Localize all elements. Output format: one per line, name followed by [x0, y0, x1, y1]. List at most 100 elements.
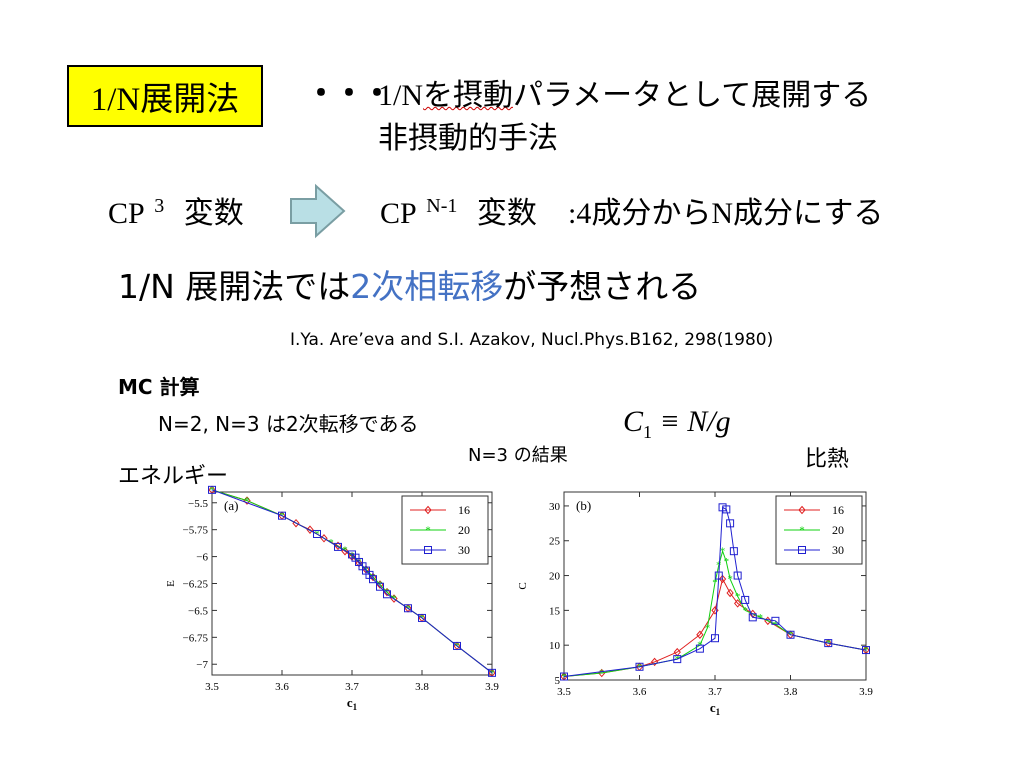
- y-tick-label: −5.5: [188, 498, 208, 510]
- data-point: [369, 575, 377, 584]
- statement: 1/N 展開法では2次相転移が予想される: [118, 260, 701, 308]
- legend-marker: *: [425, 525, 431, 537]
- data-point: *: [735, 591, 741, 603]
- component-note: :4成分からN成分にする: [568, 188, 883, 232]
- data-point: *: [384, 587, 390, 599]
- y-tick-label: −6.75: [183, 632, 209, 644]
- y-axis-label: C: [517, 582, 529, 589]
- data-point: [278, 511, 286, 520]
- data-point: [722, 505, 731, 514]
- x-tick-label: 3.8: [784, 686, 798, 698]
- y-tick-label: 15: [549, 605, 561, 617]
- x-tick-label: 3.5: [205, 681, 219, 693]
- arrow-right-icon: [290, 183, 346, 239]
- data-point: *: [863, 645, 869, 657]
- description-line-1: 1/Nを摂動パラメータとして展開する: [378, 70, 871, 114]
- data-point: [726, 588, 734, 598]
- to-variable: CP N-1 変数: [380, 188, 537, 232]
- y-tick-label: −6.25: [183, 579, 209, 591]
- statement-prefix: 1/N 展開法では: [118, 267, 351, 306]
- series-30: [208, 485, 496, 677]
- data-point: [404, 604, 412, 613]
- y-tick-label: −6.5: [188, 605, 208, 617]
- data-point: [696, 630, 704, 640]
- x-tick-label: 3.8: [415, 681, 429, 693]
- formula-lhs: C: [623, 405, 644, 438]
- data-point: *: [244, 495, 250, 507]
- data-point: *: [561, 671, 567, 683]
- data-point: [771, 616, 780, 625]
- from-variable: CP 3 変数: [108, 188, 244, 232]
- data-point: [714, 571, 723, 580]
- component-note-c: N: [711, 197, 734, 230]
- mc-note: N=2, N=3 は2次転移である: [158, 412, 419, 436]
- method-badge-label: 1/N展開法: [90, 82, 240, 118]
- data-point: [726, 519, 735, 528]
- x-tick-label: 3.9: [859, 686, 873, 698]
- panel-label: (b): [576, 498, 591, 513]
- y-tick-label: 5: [555, 675, 561, 687]
- data-point: [729, 547, 738, 556]
- legend-marker: [798, 546, 806, 554]
- data-point: [453, 641, 461, 650]
- data-point: [862, 646, 870, 655]
- x-tick-label: 3.7: [345, 681, 359, 693]
- y-tick-label: −7: [196, 659, 208, 671]
- series-line: [563, 506, 867, 677]
- formula-sub: 1: [643, 422, 653, 442]
- description-1n: 1/N: [378, 79, 423, 112]
- formula-rhs: ≡ N/g: [652, 405, 731, 438]
- data-point: *: [724, 556, 730, 568]
- to-superscript: N-1: [426, 195, 458, 217]
- x-axis-label-sub: 1: [716, 707, 721, 717]
- y-tick-label: 20: [549, 571, 561, 583]
- x-tick-label: 3.6: [633, 686, 647, 698]
- energy-label: エネルギー: [118, 464, 229, 489]
- from-symbol: CP: [108, 197, 145, 230]
- data-point: [560, 672, 568, 681]
- to-symbol: CP: [380, 197, 417, 230]
- energy-chart: 3.5 3.6 3.7 3.8 3.9 −5.5 −5.75 −6 −6.25 −6.5 −6.75…: [165, 484, 499, 712]
- to-word: 変数: [476, 196, 537, 231]
- legend-marker: [798, 505, 806, 515]
- legend-label: 16: [832, 503, 844, 517]
- data-point: *: [788, 629, 794, 641]
- specific-heat-label: 比熱: [805, 447, 850, 472]
- legend-label: 16: [458, 503, 470, 517]
- data-point: [718, 574, 727, 584]
- data-point: [488, 668, 496, 677]
- y-tick-label: 30: [549, 501, 561, 513]
- ellipsis: ・・・: [305, 74, 393, 112]
- data-point: [673, 655, 682, 664]
- x-axis-label: c1: [347, 695, 358, 712]
- data-point: [650, 657, 659, 667]
- data-point: *: [675, 654, 681, 666]
- data-point: *: [758, 612, 764, 624]
- result-label: N=3 の結果: [468, 445, 568, 466]
- x-tick-label: 3.9: [485, 681, 499, 693]
- data-point: *: [377, 579, 383, 591]
- data-point: [824, 639, 833, 648]
- y-axis-label: E: [165, 580, 177, 587]
- component-note-b: 成分から: [591, 196, 712, 231]
- formula: C1 ≡ N/g: [623, 405, 731, 443]
- description-line-2: 非摂動的手法: [378, 121, 558, 156]
- data-point: *: [742, 605, 748, 617]
- x-axis-label: c1: [710, 700, 721, 717]
- x-tick-label: 3.5: [557, 686, 571, 698]
- from-superscript: 3: [154, 195, 165, 217]
- data-point: *: [727, 574, 733, 586]
- x-axis-label-sub: 1: [353, 702, 358, 712]
- mc-title: MC 計算: [118, 375, 200, 399]
- component-note-d: 成分にする: [733, 196, 884, 231]
- data-point: [383, 590, 391, 599]
- description-perturb: を摂動: [423, 78, 513, 113]
- data-point: [786, 630, 795, 639]
- x-tick-label: 3.6: [275, 681, 289, 693]
- legend-label: 30: [458, 543, 470, 557]
- y-tick-label: −5.75: [183, 525, 209, 537]
- data-point: [418, 613, 426, 622]
- data-point: *: [720, 546, 726, 558]
- description-param: パラメータとして展開する: [513, 78, 872, 113]
- legend-marker: [424, 546, 432, 554]
